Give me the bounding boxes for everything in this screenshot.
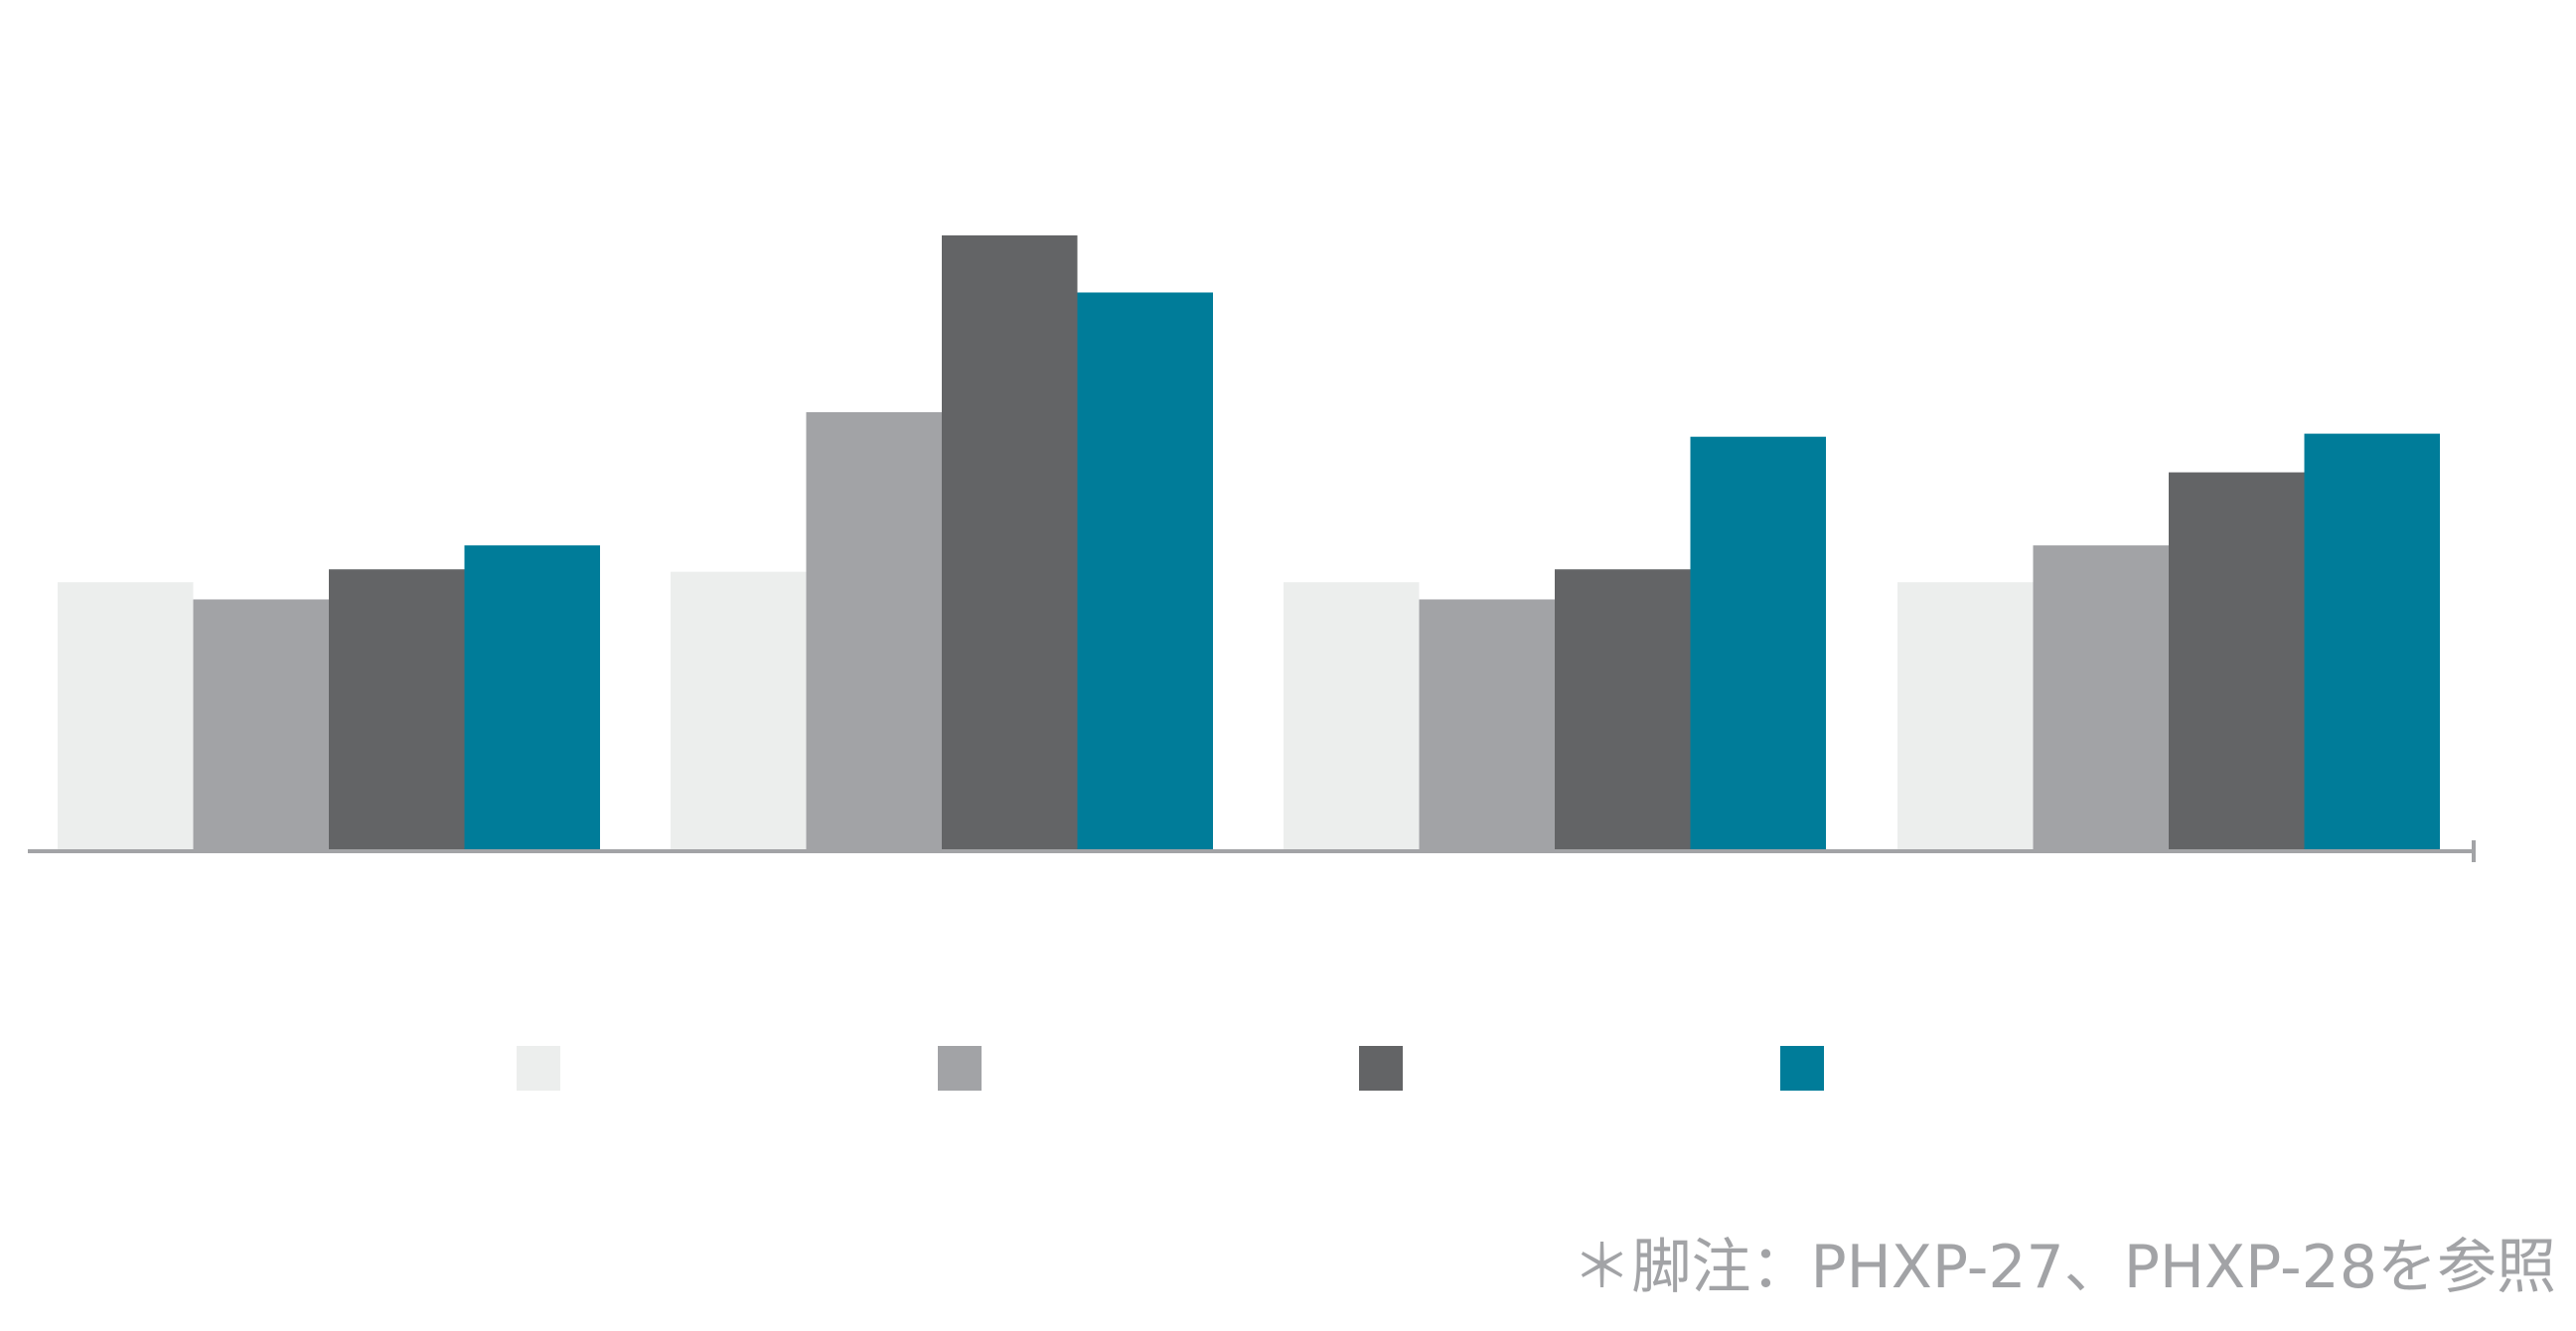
bar-series-4-group-4 — [2304, 433, 2440, 849]
bar-series-3-group-2 — [942, 235, 1078, 849]
bar-series-2-group-1 — [193, 599, 329, 849]
bar-series-1-group-1 — [58, 582, 194, 849]
bar-series-4-group-1 — [464, 545, 600, 849]
bar-series-3-group-1 — [329, 569, 465, 849]
legend — [517, 1046, 1824, 1091]
bar-series-4-group-2 — [1077, 292, 1213, 849]
bar-series-1-group-2 — [671, 571, 807, 849]
legend-swatch-series-2 — [938, 1046, 982, 1091]
bar-series-2-group-3 — [1419, 599, 1555, 849]
bar-series-2-group-2 — [806, 411, 942, 849]
footnote: ＊脚注：PHXP-27、PHXP-28を参照 — [1572, 1233, 2556, 1302]
bar-series-2-group-4 — [2033, 545, 2169, 849]
legend-swatch-series-3 — [1359, 1046, 1403, 1091]
legend-swatch-series-1 — [517, 1046, 560, 1091]
bar-series-1-group-4 — [1897, 582, 2034, 849]
legend-swatch-series-4 — [1780, 1046, 1824, 1091]
bar-series-3-group-3 — [1555, 569, 1691, 849]
bar-series-1-group-3 — [1284, 582, 1420, 849]
bars-group — [58, 235, 2440, 849]
bar-series-3-group-4 — [2169, 472, 2305, 849]
bar-series-4-group-3 — [1690, 436, 1826, 849]
x-axis — [28, 840, 2476, 862]
